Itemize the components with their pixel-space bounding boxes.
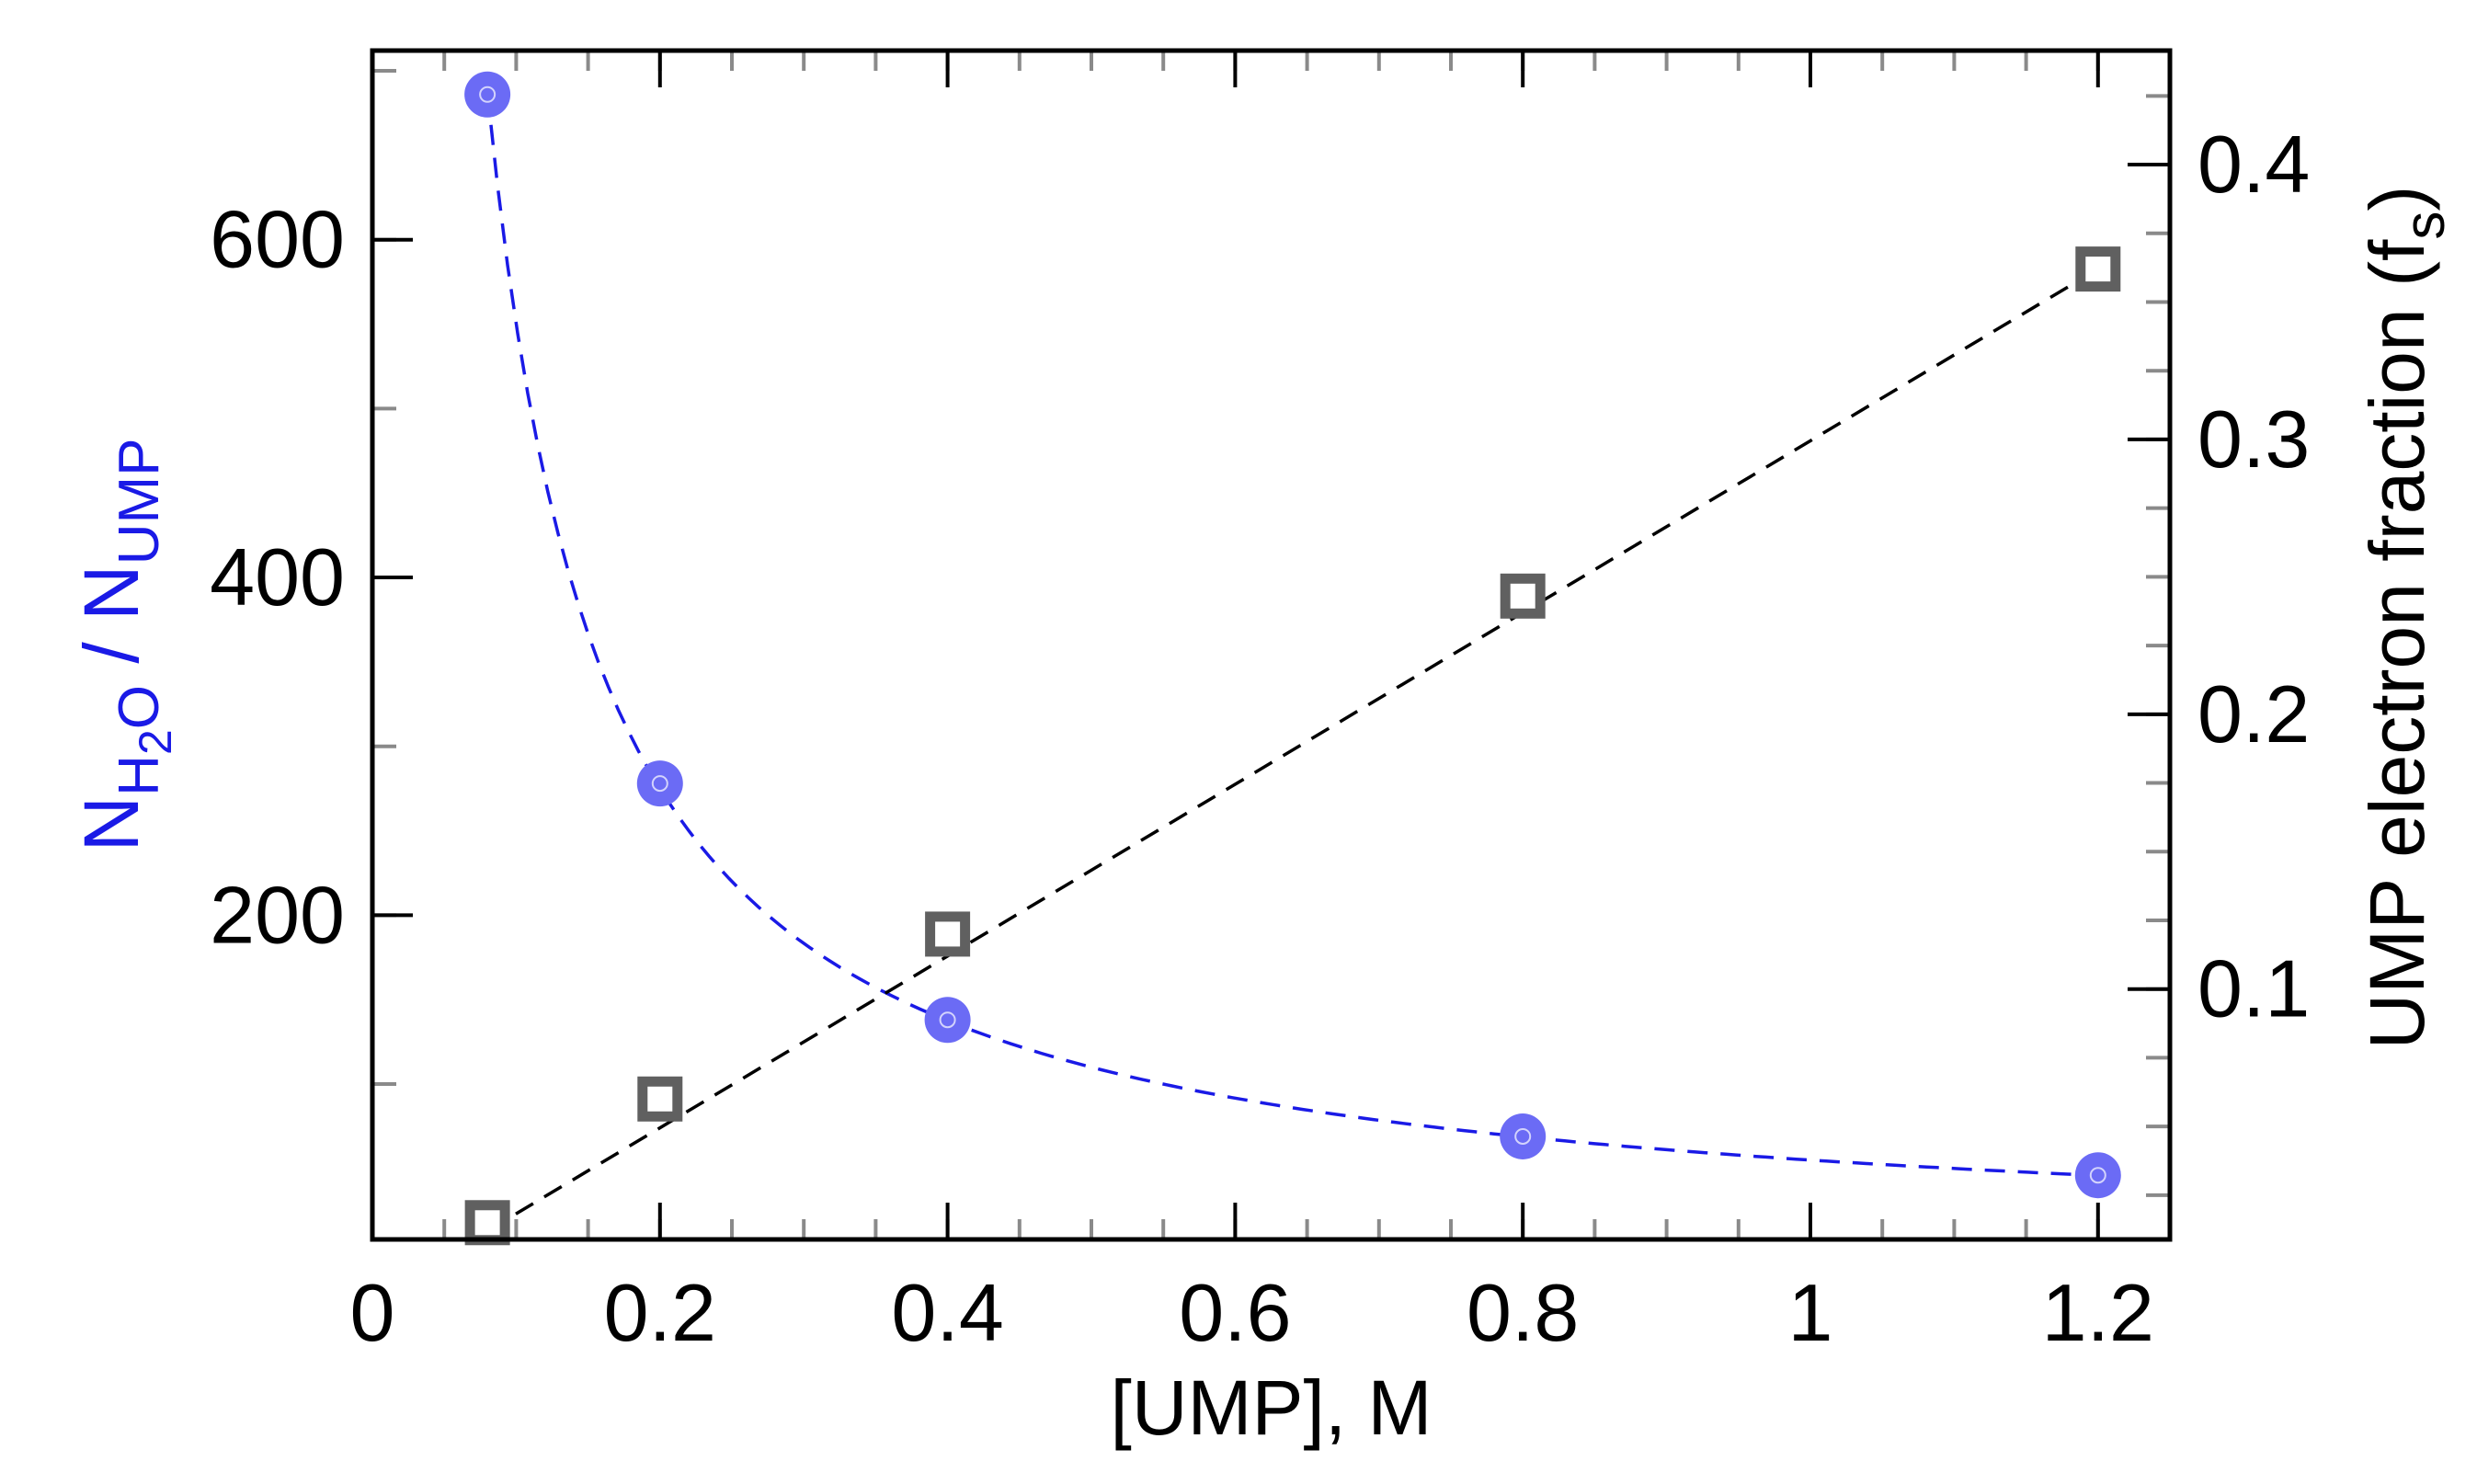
fit-line-hyperbolic — [485, 91, 2098, 1178]
axis-title-part: UMP — [108, 439, 171, 565]
x-tick-label: 1 — [1788, 1267, 1833, 1358]
y-right-tick-label: 0.1 — [2197, 943, 2310, 1034]
axis-title-part: 2 — [130, 729, 181, 755]
circle-point — [2074, 1152, 2121, 1199]
x-tick-label: 0.4 — [891, 1267, 1003, 1358]
plot-frame — [370, 48, 2173, 1242]
y-right-tick-label: 0.3 — [2197, 394, 2310, 485]
y-left-tick-label: 400 — [210, 531, 345, 622]
minor-ticks — [371, 51, 2172, 1239]
square-point — [1500, 573, 1546, 619]
axis-title-part: UMP electron fraction (f — [2354, 239, 2440, 1049]
circle-point-highlight — [479, 86, 497, 103]
y-axis-left-title: NH2O / NUMP — [68, 439, 181, 852]
x-tick-label: 0.2 — [604, 1267, 716, 1358]
circle-point-highlight — [1514, 1127, 1532, 1145]
axis-title-part: s — [2393, 211, 2457, 240]
tick-labels: 0 0.2 0.4 0.6 0.8 1 1.2 200 400 600 0.1 0.2 0.3 0.4 — [210, 119, 2310, 1358]
circle-point-highlight — [939, 1011, 956, 1029]
x-tick-label: 0.6 — [1179, 1267, 1291, 1358]
circle-point-highlight — [2089, 1167, 2106, 1184]
circle-point — [464, 71, 511, 118]
axis-title-part: / N — [68, 565, 154, 685]
markers — [464, 71, 2121, 1246]
circle-point — [636, 760, 683, 807]
major-ticks — [371, 51, 2170, 1239]
fit-lines — [485, 91, 2099, 1233]
fit-line-linear — [486, 268, 2099, 1233]
axis-title-part: H — [108, 755, 171, 796]
circle-point-highlight — [651, 775, 668, 793]
y-right-tick-label: 0.2 — [2197, 668, 2310, 759]
y-right-tick-label: 0.4 — [2197, 119, 2310, 210]
x-axis-title: [UMP], M — [1111, 1364, 1433, 1451]
axis-title-part: N — [68, 796, 154, 852]
circle-point — [1500, 1113, 1547, 1159]
square-point — [925, 911, 971, 957]
x-tick-label: 0.8 — [1467, 1267, 1579, 1358]
axis-title-part: O — [108, 685, 171, 729]
y-left-tick-label: 600 — [210, 194, 345, 285]
y-axis-right-title: UMP electron fraction (fs) — [2354, 186, 2457, 1050]
square-point — [464, 1200, 510, 1246]
x-tick-label: 1.2 — [2042, 1267, 2154, 1358]
x-tick-label: 0 — [350, 1267, 395, 1358]
square-point — [637, 1076, 683, 1122]
y-left-tick-label: 200 — [210, 869, 345, 960]
circle-point — [924, 997, 971, 1044]
axis-title-part: ) — [2354, 186, 2440, 211]
square-point — [2075, 246, 2121, 292]
